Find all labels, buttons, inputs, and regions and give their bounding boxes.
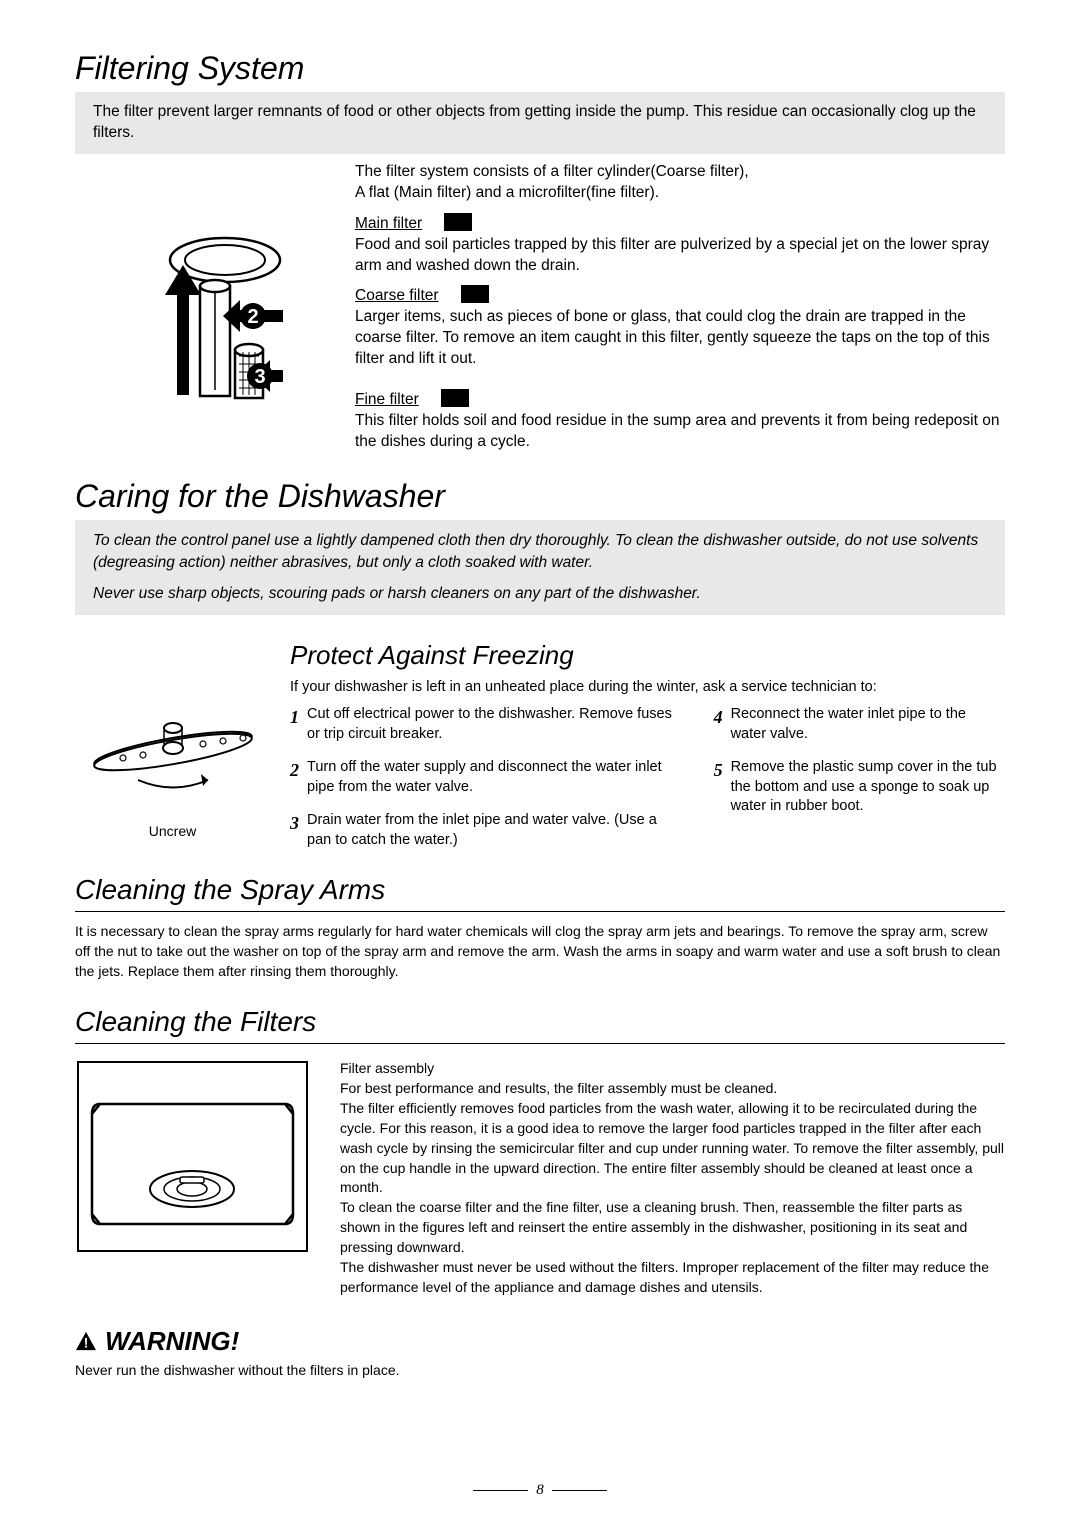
step-text-5: Remove the plastic sump cover in the tub… [731,758,1005,817]
filtering-section: Filtering System The filter prevent larg… [75,50,1005,453]
step-text-2: Turn off the water supply and disconnect… [307,758,679,797]
step-num-5: 5 [714,758,723,817]
filtering-intro2: A flat (Main filter) and a microfilter(f… [355,183,1005,204]
step-num-2: 2 [290,758,299,797]
caring-box: To clean the control panel use a lightly… [75,520,1005,615]
coarse-filter-label: Coarse filter [355,286,439,307]
fine-filter-text: This filter holds soil and food residue … [355,411,1005,453]
filtering-intro1: The filter system consists of a filter c… [355,162,1005,183]
warning-title-row: ! WARNING! [75,1326,1005,1357]
filters-p1: For best performance and results, the fi… [340,1079,1005,1099]
filters-heading: Filter assembly [340,1059,1005,1079]
step-num-1: 1 [290,705,299,744]
caring-title: Caring for the Dishwasher [75,478,1005,515]
filters-p2: The filter efficiently removes food part… [340,1099,1005,1198]
caring-text2: Never use sharp objects, scouring pads o… [93,583,987,605]
filters-section: Cleaning the Filters Filter assem [75,1006,1005,1298]
filter-marker-icon [444,213,472,231]
filtering-description: The filter system consists of a filter c… [355,162,1005,453]
warning-text: Never run the dishwasher without the fil… [75,1362,1005,1378]
main-filter-label: Main filter [355,214,422,235]
protect-steps-right: 4Reconnect the water inlet pipe to the w… [714,705,1005,864]
filters-title: Cleaning the Filters [75,1006,1005,1038]
filter-assembly-diagram [75,1059,310,1298]
step-text-1: Cut off electrical power to the dishwash… [307,705,679,744]
divider [75,911,1005,912]
filter-marker-icon [441,389,469,407]
protect-steps-left: 1Cut off electrical power to the dishwas… [290,705,679,864]
svg-text:3: 3 [254,366,265,388]
page-number-value: 8 [536,1482,544,1498]
protect-title: Protect Against Freezing [290,640,1005,671]
svg-text:2: 2 [247,306,258,328]
filter-marker-icon [461,285,489,303]
page-number: 8 [0,1482,1080,1499]
spray-arm-diagram: Uncrew [75,680,270,864]
divider [75,1043,1005,1044]
filtering-title: Filtering System [75,50,1005,87]
fine-filter-label: Fine filter [355,390,419,411]
caring-text1: To clean the control panel use a lightly… [93,530,987,573]
caring-section: Caring for the Dishwasher To clean the c… [75,478,1005,615]
protect-section: Uncrew Protect Against Freezing If your … [75,640,1005,864]
main-filter-text: Food and soil particles trapped by this … [355,235,1005,277]
filters-p4: The dishwasher must never be used withou… [340,1258,1005,1298]
warning-title-text: WARNING! [105,1326,239,1357]
filters-p3: To clean the coarse filter and the fine … [340,1198,1005,1258]
step-text-3: Drain water from the inlet pipe and wate… [307,811,679,850]
step-num-4: 4 [714,705,723,744]
protect-intro: If your dishwasher is left in an unheate… [290,679,1005,695]
spray-arms-section: Cleaning the Spray Arms It is necessary … [75,874,1005,981]
step-text-4: Reconnect the water inlet pipe to the wa… [731,705,1005,744]
step-num-3: 3 [290,811,299,850]
svg-text:!: ! [84,1335,89,1350]
warning-icon: ! [75,1331,97,1351]
spray-arms-text: It is necessary to clean the spray arms … [75,922,1005,981]
unscrew-label: Uncrew [75,823,270,839]
coarse-filter-text: Larger items, such as pieces of bone or … [355,307,1005,370]
filter-diagram: 2 3 [75,162,325,453]
filters-description: Filter assembly For best performance and… [340,1059,1005,1298]
filtering-box: The filter prevent larger remnants of fo… [75,92,1005,154]
spray-arms-title: Cleaning the Spray Arms [75,874,1005,906]
warning-section: ! WARNING! Never run the dishwasher with… [75,1326,1005,1378]
